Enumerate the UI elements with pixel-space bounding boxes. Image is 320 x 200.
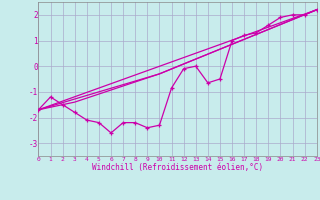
X-axis label: Windchill (Refroidissement éolien,°C): Windchill (Refroidissement éolien,°C) <box>92 163 263 172</box>
